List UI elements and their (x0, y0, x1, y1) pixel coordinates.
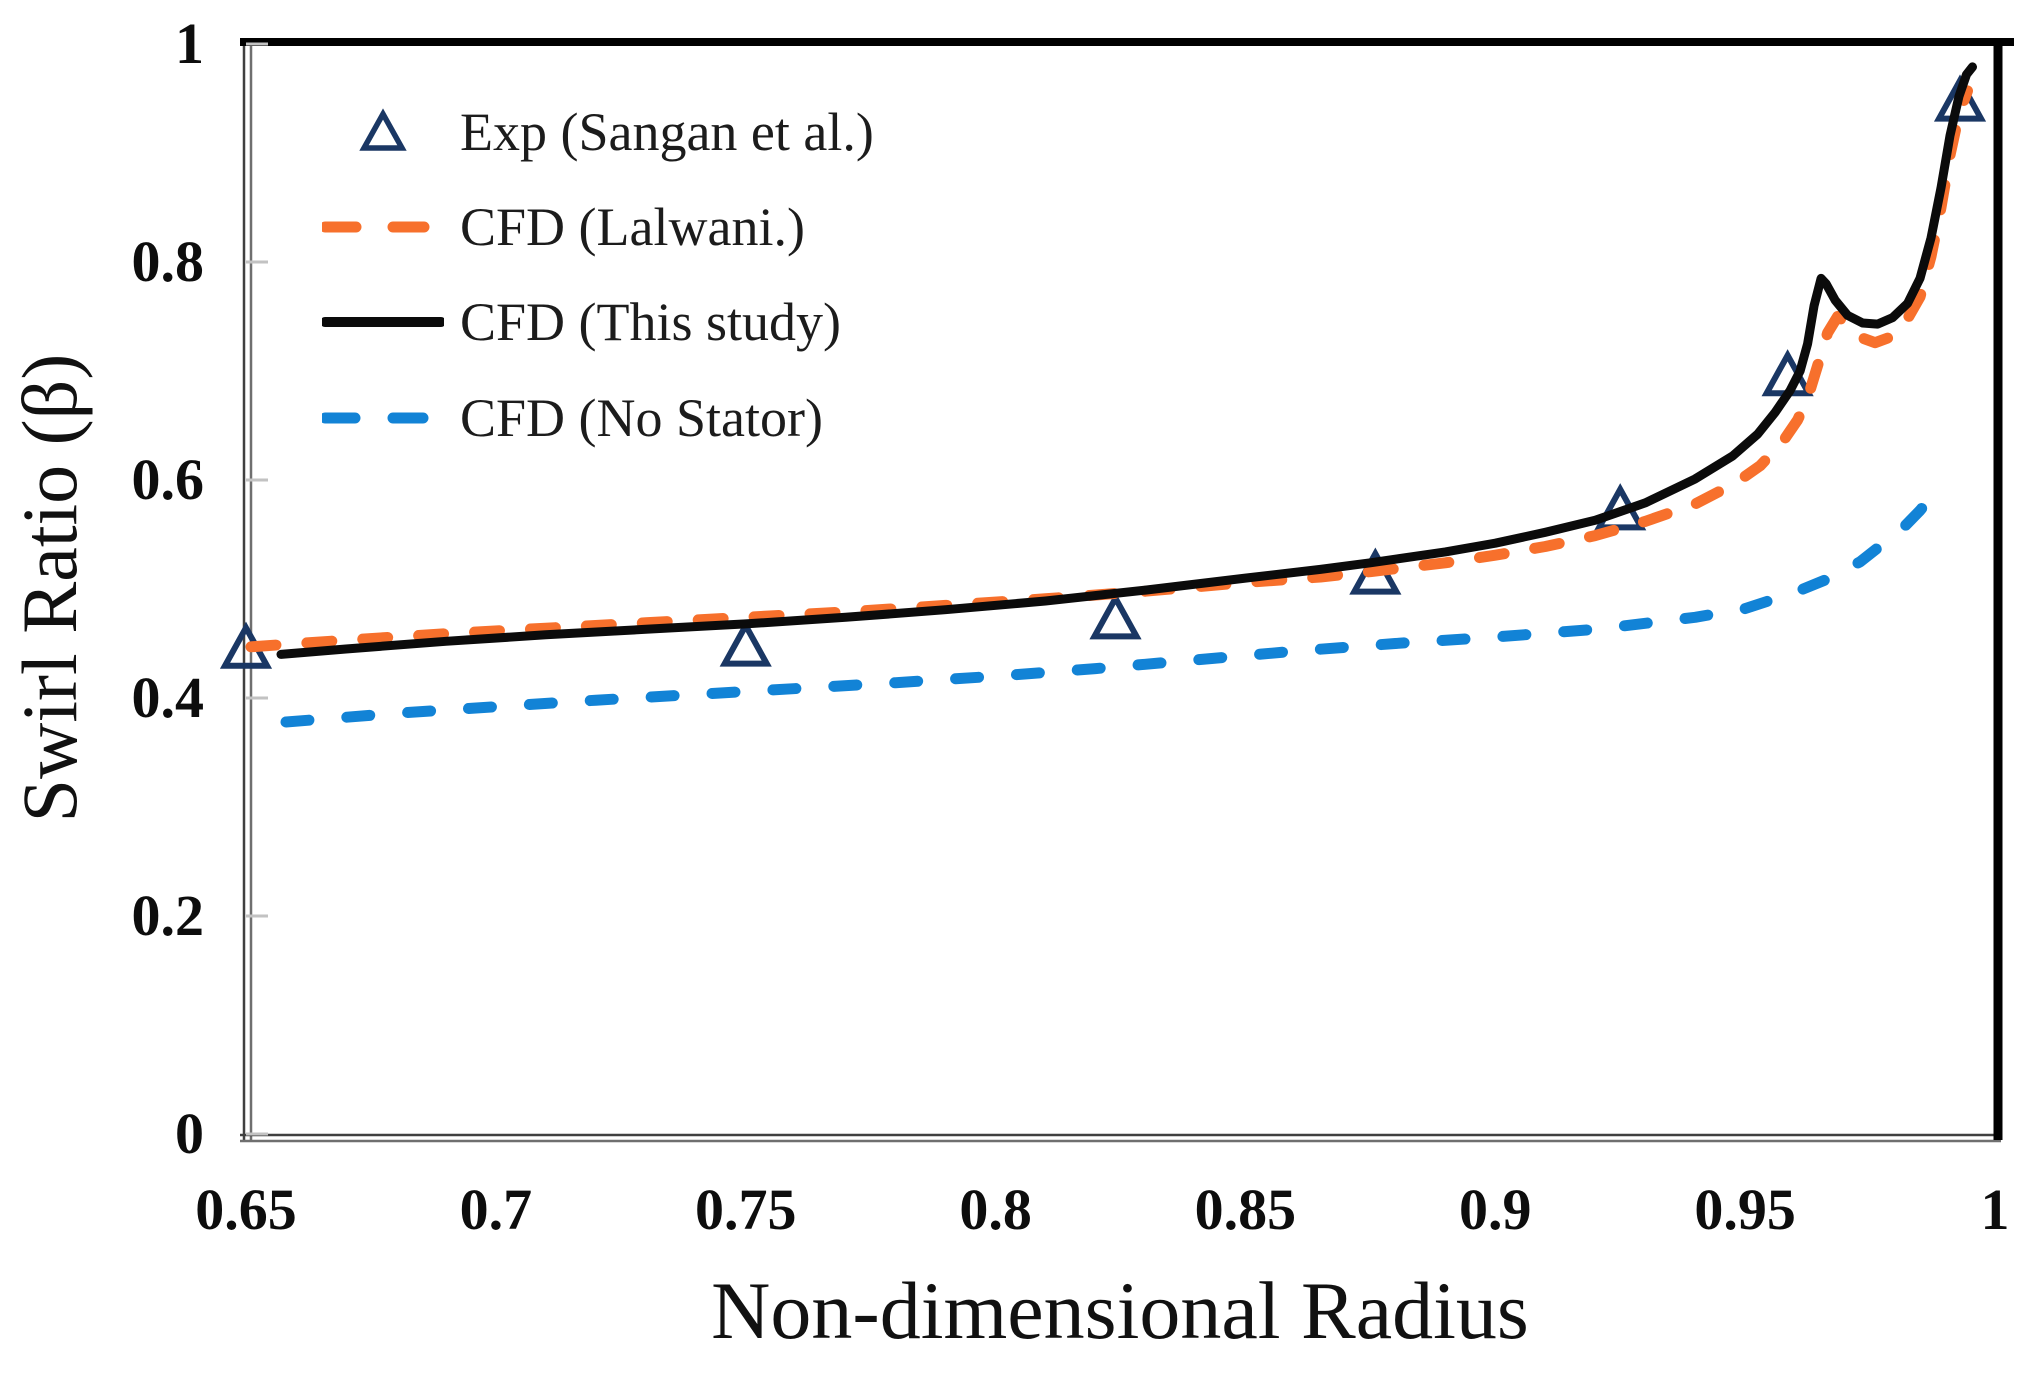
y-tick-label: 0.4 (131, 665, 205, 730)
y-tick-label: 0.2 (131, 883, 205, 948)
x-tick-label: 0.85 (1194, 1177, 1297, 1242)
series-line-cfd-no-stator (280, 493, 1936, 728)
legend-symbol-triangle-open (359, 108, 407, 151)
series-cfd-this-study (276, 62, 1977, 659)
y-tick-label: 0.8 (131, 229, 205, 294)
series-cfd-no-stator (280, 493, 1936, 728)
y-axis-title: Swirl Ratio (β) (6, 353, 93, 823)
series-cfd-lalwani (245, 85, 1973, 653)
x-tick-label: 0.8 (959, 1177, 1032, 1242)
exp-triangle-marker (1089, 592, 1142, 640)
x-tick-label: 0.95 (1694, 1177, 1796, 1242)
exp-triangle-marker (1933, 74, 1987, 122)
legend-symbol-dashed-line (322, 412, 444, 424)
exp-triangle-marker (719, 619, 772, 667)
x-tick-label: 0.7 (459, 1177, 533, 1242)
legend-item-cfd-lalwani: CFD (Lalwani.) (322, 192, 805, 262)
x-tick-label: 0.9 (1459, 1177, 1532, 1242)
x-tick-label: 0.65 (195, 1177, 297, 1242)
legend-item-cfd-no-stator: CFD (No Stator) (322, 383, 823, 453)
x-tick-label: 1 (1980, 1177, 2010, 1242)
series-line-cfd-this-study (276, 62, 1977, 659)
triangle-icon (359, 108, 407, 151)
y-tick-label: 0.6 (131, 447, 205, 512)
series-line-cfd-lalwani (245, 85, 1973, 653)
legend-symbol-solid-line (322, 317, 444, 327)
x-axis-title: Non-dimensional Radius (711, 1265, 1529, 1356)
legend-item-exp-sangan: Exp (Sangan et al.) (322, 97, 874, 167)
legend-label: Exp (Sangan et al.) (460, 102, 874, 162)
legend-label: CFD (No Stator) (460, 388, 823, 448)
y-axis-ticks (246, 42, 268, 1136)
legend-item-cfd-this-study: CFD (This study) (322, 287, 841, 357)
plot-frame (240, 38, 2014, 1143)
y-tick-label: 1 (175, 11, 204, 76)
y-tick-label: 0 (175, 1101, 204, 1166)
legend-symbol-dashed-line (322, 221, 444, 233)
x-tick-label: 0.75 (694, 1177, 797, 1242)
legend-label: CFD (This study) (460, 292, 842, 352)
series-exp-sangan (219, 74, 1987, 669)
legend-label: CFD (Lalwani.) (460, 197, 805, 257)
